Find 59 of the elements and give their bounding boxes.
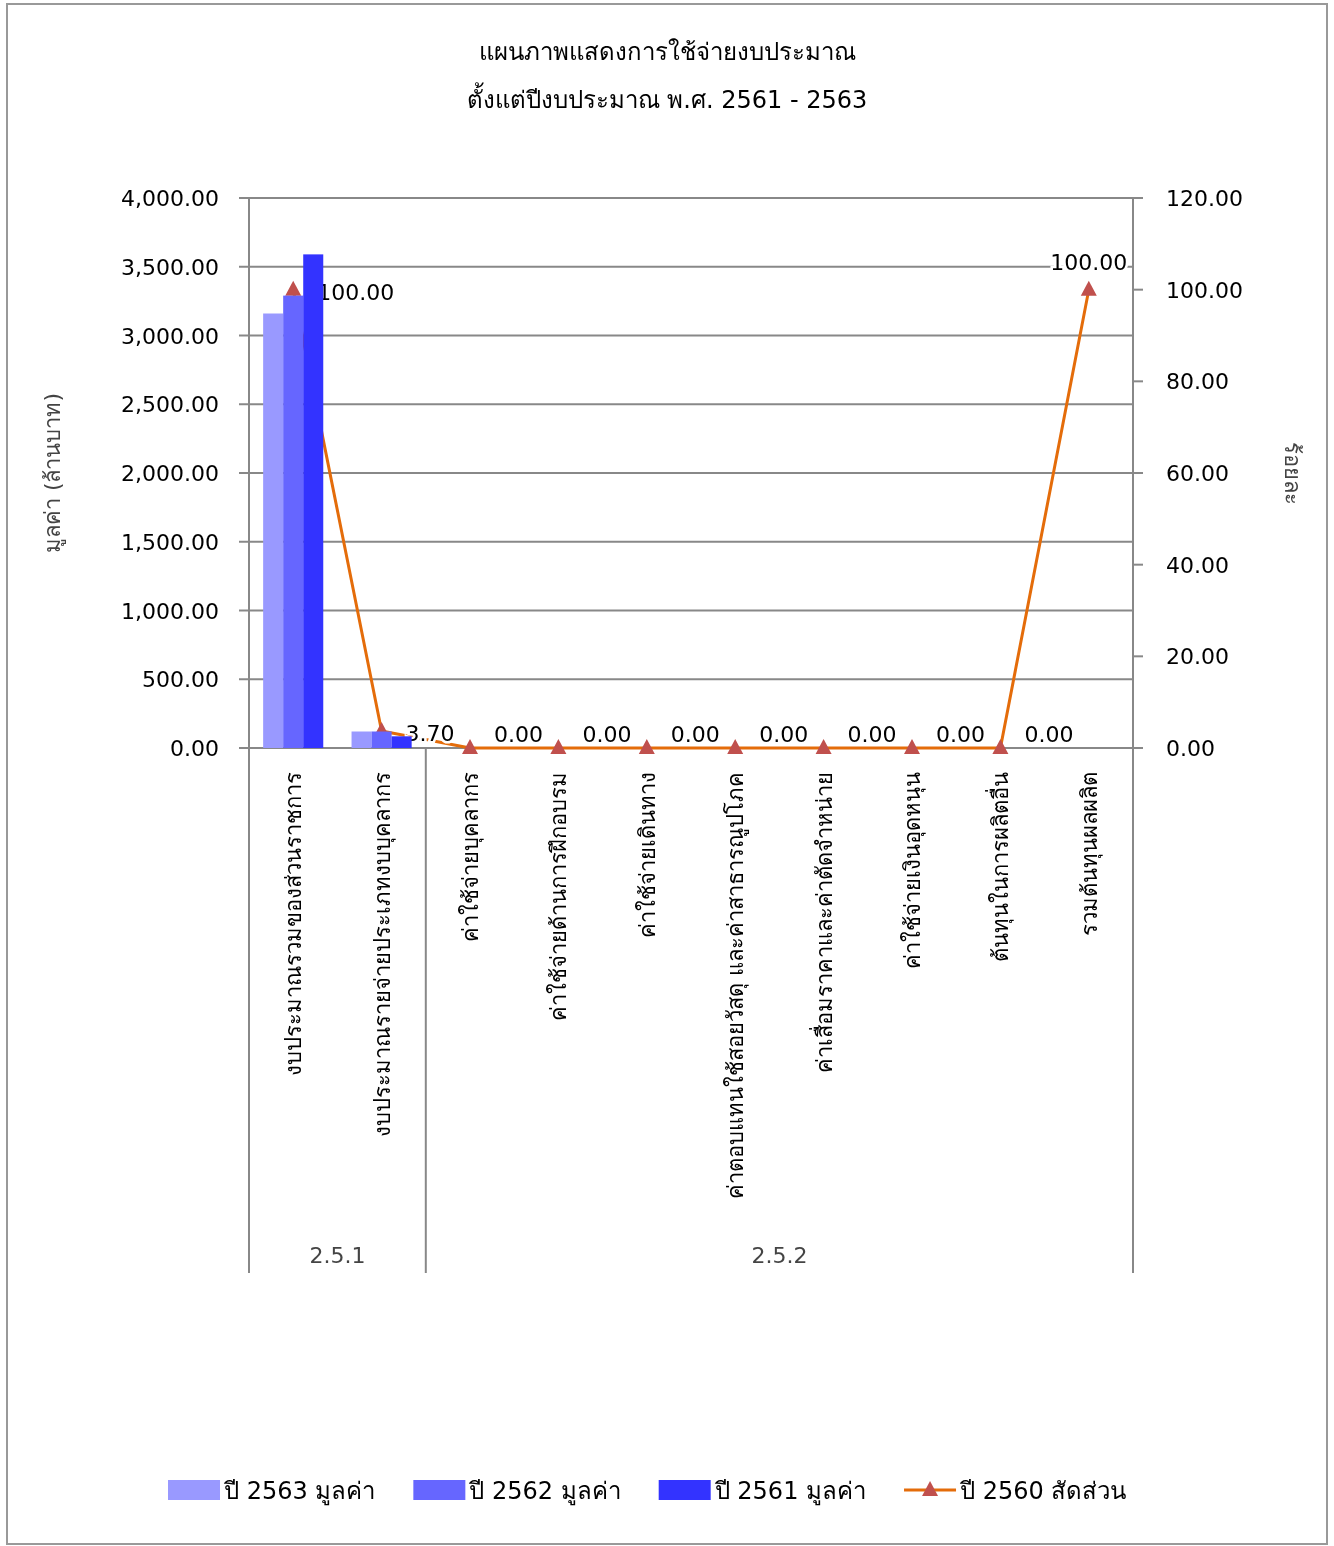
x-tick-label: ค่าใช้จ่ายด้านการฝึกอบรม: [546, 772, 572, 1021]
point: [462, 739, 478, 754]
data-label: 100.00: [1050, 249, 1128, 275]
y-tick-label: 2,500.00: [121, 392, 219, 418]
data-label: 0.00: [494, 722, 543, 747]
x-tick-label: ค่าใช้จ่ายเดินทาง: [634, 772, 660, 938]
point: [285, 280, 302, 296]
x-tick-label: ค่าใช้จ่ายบุคลากร: [458, 772, 484, 942]
data-label: 0.00: [759, 722, 809, 747]
y-tick-label: 1,000.00: [121, 598, 219, 624]
y2-tick-label: 20.00: [1166, 644, 1229, 670]
y-tick-label: 500.00: [142, 667, 219, 693]
y2-axis-title: ร้อยละ: [1280, 441, 1305, 505]
y-axis-title: มูลค่า (ล้านบาท): [40, 392, 66, 554]
y-tick-label: 3,500.00: [121, 254, 219, 280]
y2-tick-label: 120.00: [1166, 186, 1243, 211]
data-label: 100.00: [317, 279, 395, 305]
data-label: 0.00: [582, 722, 632, 747]
point: [638, 739, 655, 754]
y2-tick-label: 40.00: [1166, 552, 1229, 578]
legend-label: ปี 2561 มูลค่า: [713, 1477, 867, 1506]
bar: [351, 731, 372, 748]
x-tick-label: งบประมาณรายจ่ายประเภทงบบุคลากร: [369, 772, 396, 1137]
y-tick-label: 2,000.00: [121, 461, 219, 486]
y-tick-label: 1,500.00: [121, 529, 219, 555]
y2-tick-label: 100.00: [1166, 277, 1243, 303]
x-tick-label: ค่าเสื่อมราคาและค่าตัดจำหน่าย: [808, 772, 837, 1073]
legend-label: ปี 2560 สัดส่วน: [959, 1477, 1127, 1505]
point: [904, 739, 920, 754]
y2-tick-label: 80.00: [1166, 369, 1229, 395]
y2-tick-label: 0.00: [1166, 736, 1215, 761]
point: [992, 739, 1009, 754]
text: 2.5.2: [751, 1243, 808, 1268]
data-label: 0.00: [1024, 722, 1074, 747]
data-label: 0.00: [847, 722, 897, 747]
x-tick-label: ต้นทุนในการผลิตอื่น: [985, 772, 1015, 962]
data-label: 0.00: [936, 722, 985, 747]
y2-tick-label: 60.00: [1166, 461, 1229, 486]
point: [1080, 280, 1097, 296]
legend-label: ปี 2562 มูลค่า: [468, 1477, 621, 1506]
y-tick-label: 4,000.00: [121, 186, 219, 211]
x-tick-label: งบประมาณรวมของส่วนราชการ: [281, 772, 307, 1076]
data-label: 0.00: [670, 722, 720, 747]
point: [815, 739, 832, 754]
data-label: 3.70: [405, 721, 455, 747]
bar: [283, 295, 304, 748]
x-tick-label: รวมต้นทุนผลผลิต: [1076, 772, 1103, 936]
x-tick-label: ค่าใช้จ่ายเงินอุดหนุน: [900, 772, 926, 969]
point: [727, 739, 744, 754]
y-tick-label: 0.00: [170, 736, 219, 761]
x-tick-label: ค่าตอบแทนใช้สอยวัสดุ และค่าสาธารณูปโภค: [723, 772, 750, 1199]
y-tick-label: 3,000.00: [121, 323, 219, 349]
bar: [303, 254, 324, 748]
text: 2.5.1: [309, 1243, 366, 1268]
legend-label: ปี 2563 มูลค่า: [223, 1477, 376, 1506]
bar: [371, 731, 392, 748]
chart-title: แผนภาพแสดงการใช้จ่ายงบประมาณ ตั้งแต่ปีงบประมาณ พ.ศ. 2561 - 2563: [466, 38, 868, 114]
bar: [263, 313, 284, 748]
point: [550, 739, 567, 754]
